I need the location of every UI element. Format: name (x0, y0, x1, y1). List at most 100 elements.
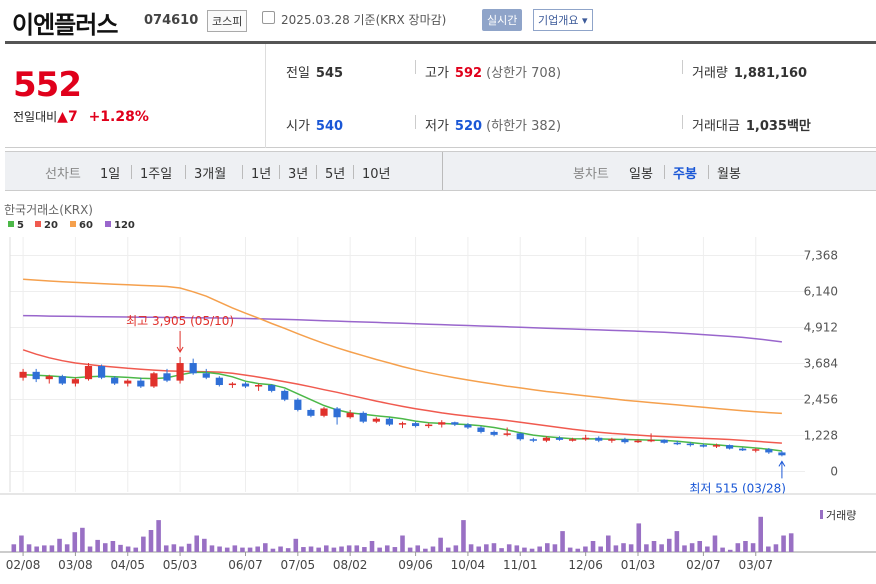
volume-bar (545, 543, 550, 552)
volume-bar (461, 520, 466, 552)
divider (682, 60, 683, 74)
divider (708, 165, 709, 179)
tab-daily[interactable]: 일봉 (629, 167, 653, 182)
tab-1week[interactable]: 1주일 (140, 167, 173, 182)
divider (353, 165, 354, 179)
candles (19, 357, 786, 457)
price-summary: 552 전일대비▲7 +1.28% 전일 545 고가 592 (상한가 708) 거… (5, 44, 876, 148)
tab-monthly[interactable]: 월봉 (717, 167, 741, 182)
volume-bar (19, 535, 24, 552)
ma-legend-swatch (105, 221, 111, 227)
volume-bar (636, 523, 642, 552)
tab-1year[interactable]: 1년 (251, 167, 272, 182)
y-tick-label: 2,456 (804, 392, 838, 406)
tab-10year[interactable]: 10년 (362, 167, 391, 182)
volume-bar (666, 538, 672, 552)
volume-bar (331, 547, 337, 552)
tab-1day[interactable]: 1일 (100, 167, 121, 182)
divider (682, 115, 683, 129)
candle-body (19, 371, 27, 378)
x-tick-label: 11/01 (503, 558, 538, 572)
divider (316, 165, 317, 179)
x-tick-label: 07/05 (281, 558, 316, 572)
volume-label: 거래량 (826, 509, 856, 522)
x-tick-label: 12/06 (568, 558, 603, 572)
x-tick-label: 08/02 (333, 558, 368, 572)
candle-body (71, 379, 80, 384)
divider (415, 60, 416, 74)
tab-3year[interactable]: 3년 (288, 167, 309, 182)
volume-bar (57, 538, 62, 552)
volume-bar (362, 547, 367, 552)
volume-bar (445, 547, 451, 552)
change-percent: +1.28% (88, 109, 149, 125)
open-value: 540 (315, 119, 344, 134)
tab-3month[interactable]: 3개월 (194, 167, 227, 182)
volume-bar (735, 543, 741, 552)
realtime-button[interactable]: 실시간 (482, 9, 523, 31)
candle-body (45, 376, 53, 380)
volume-bar (705, 546, 710, 552)
volume-bar (415, 545, 421, 552)
volume-bar (621, 543, 626, 552)
candle-body (359, 412, 367, 422)
volume-label: 거래량 (692, 66, 728, 81)
candle-body (215, 377, 223, 386)
candle-body (58, 376, 66, 384)
volume-bar (232, 545, 238, 552)
candle-body (228, 383, 237, 386)
up-arrow-icon: ▲ (57, 109, 68, 125)
volume-bar (438, 537, 443, 552)
volume-bar (11, 544, 17, 552)
x-tick-label: 02/08 (6, 558, 41, 572)
volume-bar (529, 548, 535, 552)
divider (242, 165, 243, 179)
volume-bar (72, 532, 78, 552)
volume-bar (743, 541, 748, 552)
high-value: 592 (454, 66, 483, 81)
chart-period-tabs: 선차트 1일 1주일 3개월 1년 3년 5년 10년 봉차트 일봉 주봉 월봉 (5, 151, 876, 191)
candle-body (542, 437, 551, 441)
x-tick-label: 03/07 (738, 558, 773, 572)
candle-body (176, 363, 184, 381)
candle-body (634, 440, 642, 443)
current-price-box: 552 전일대비▲7 +1.28% (5, 44, 266, 148)
volume-bar (293, 538, 299, 552)
ma-legend-swatch (8, 221, 14, 227)
volume-bar (628, 544, 634, 552)
candlestick-chart[interactable]: 한국거래소(KRX) 5 20 60 120 7,368 6,140 4,912 3,684… (0, 197, 876, 580)
candle-body (582, 437, 590, 440)
high-annotation: 최고 3,905 (05/10) (126, 314, 234, 328)
x-tick-label: 09/06 (398, 558, 433, 572)
volume-bar (727, 549, 733, 552)
candle-body (307, 409, 315, 416)
volume-bar (308, 546, 314, 552)
candle-body (202, 373, 210, 378)
grid (9, 237, 805, 492)
volume-bar (301, 547, 306, 552)
price-chart-area[interactable]: 한국거래소(KRX) 5 20 60 120 7,368 6,140 4,912 3,684… (0, 197, 876, 580)
divider (131, 165, 132, 179)
volume-bar (514, 545, 520, 552)
low-label: 저가 (425, 119, 449, 134)
ma-legend-swatch (35, 221, 41, 227)
volume-bar (202, 538, 207, 552)
candle-body (778, 452, 786, 456)
volume-bar (125, 546, 131, 552)
volume-bar (758, 516, 763, 552)
volume-bar (179, 546, 184, 552)
corp-info-dropdown[interactable]: 기업개요 ▾ (533, 9, 593, 31)
tab-weekly[interactable]: 주봉 (673, 167, 697, 182)
amount-label: 거래대금 (692, 119, 740, 134)
volume-bar (80, 527, 85, 552)
volume-bar (110, 541, 116, 552)
candle-body (739, 448, 747, 451)
tab-5year[interactable]: 5년 (325, 167, 346, 182)
volume-bar (605, 535, 611, 552)
candle-body (254, 385, 263, 387)
volume-bar (697, 541, 703, 552)
low-arrow-head (778, 460, 786, 467)
lower-limit-value: 382) (531, 119, 562, 134)
low-price: 저가 520 (하한가 382) (425, 115, 561, 134)
ma-legend-swatch (70, 221, 76, 227)
